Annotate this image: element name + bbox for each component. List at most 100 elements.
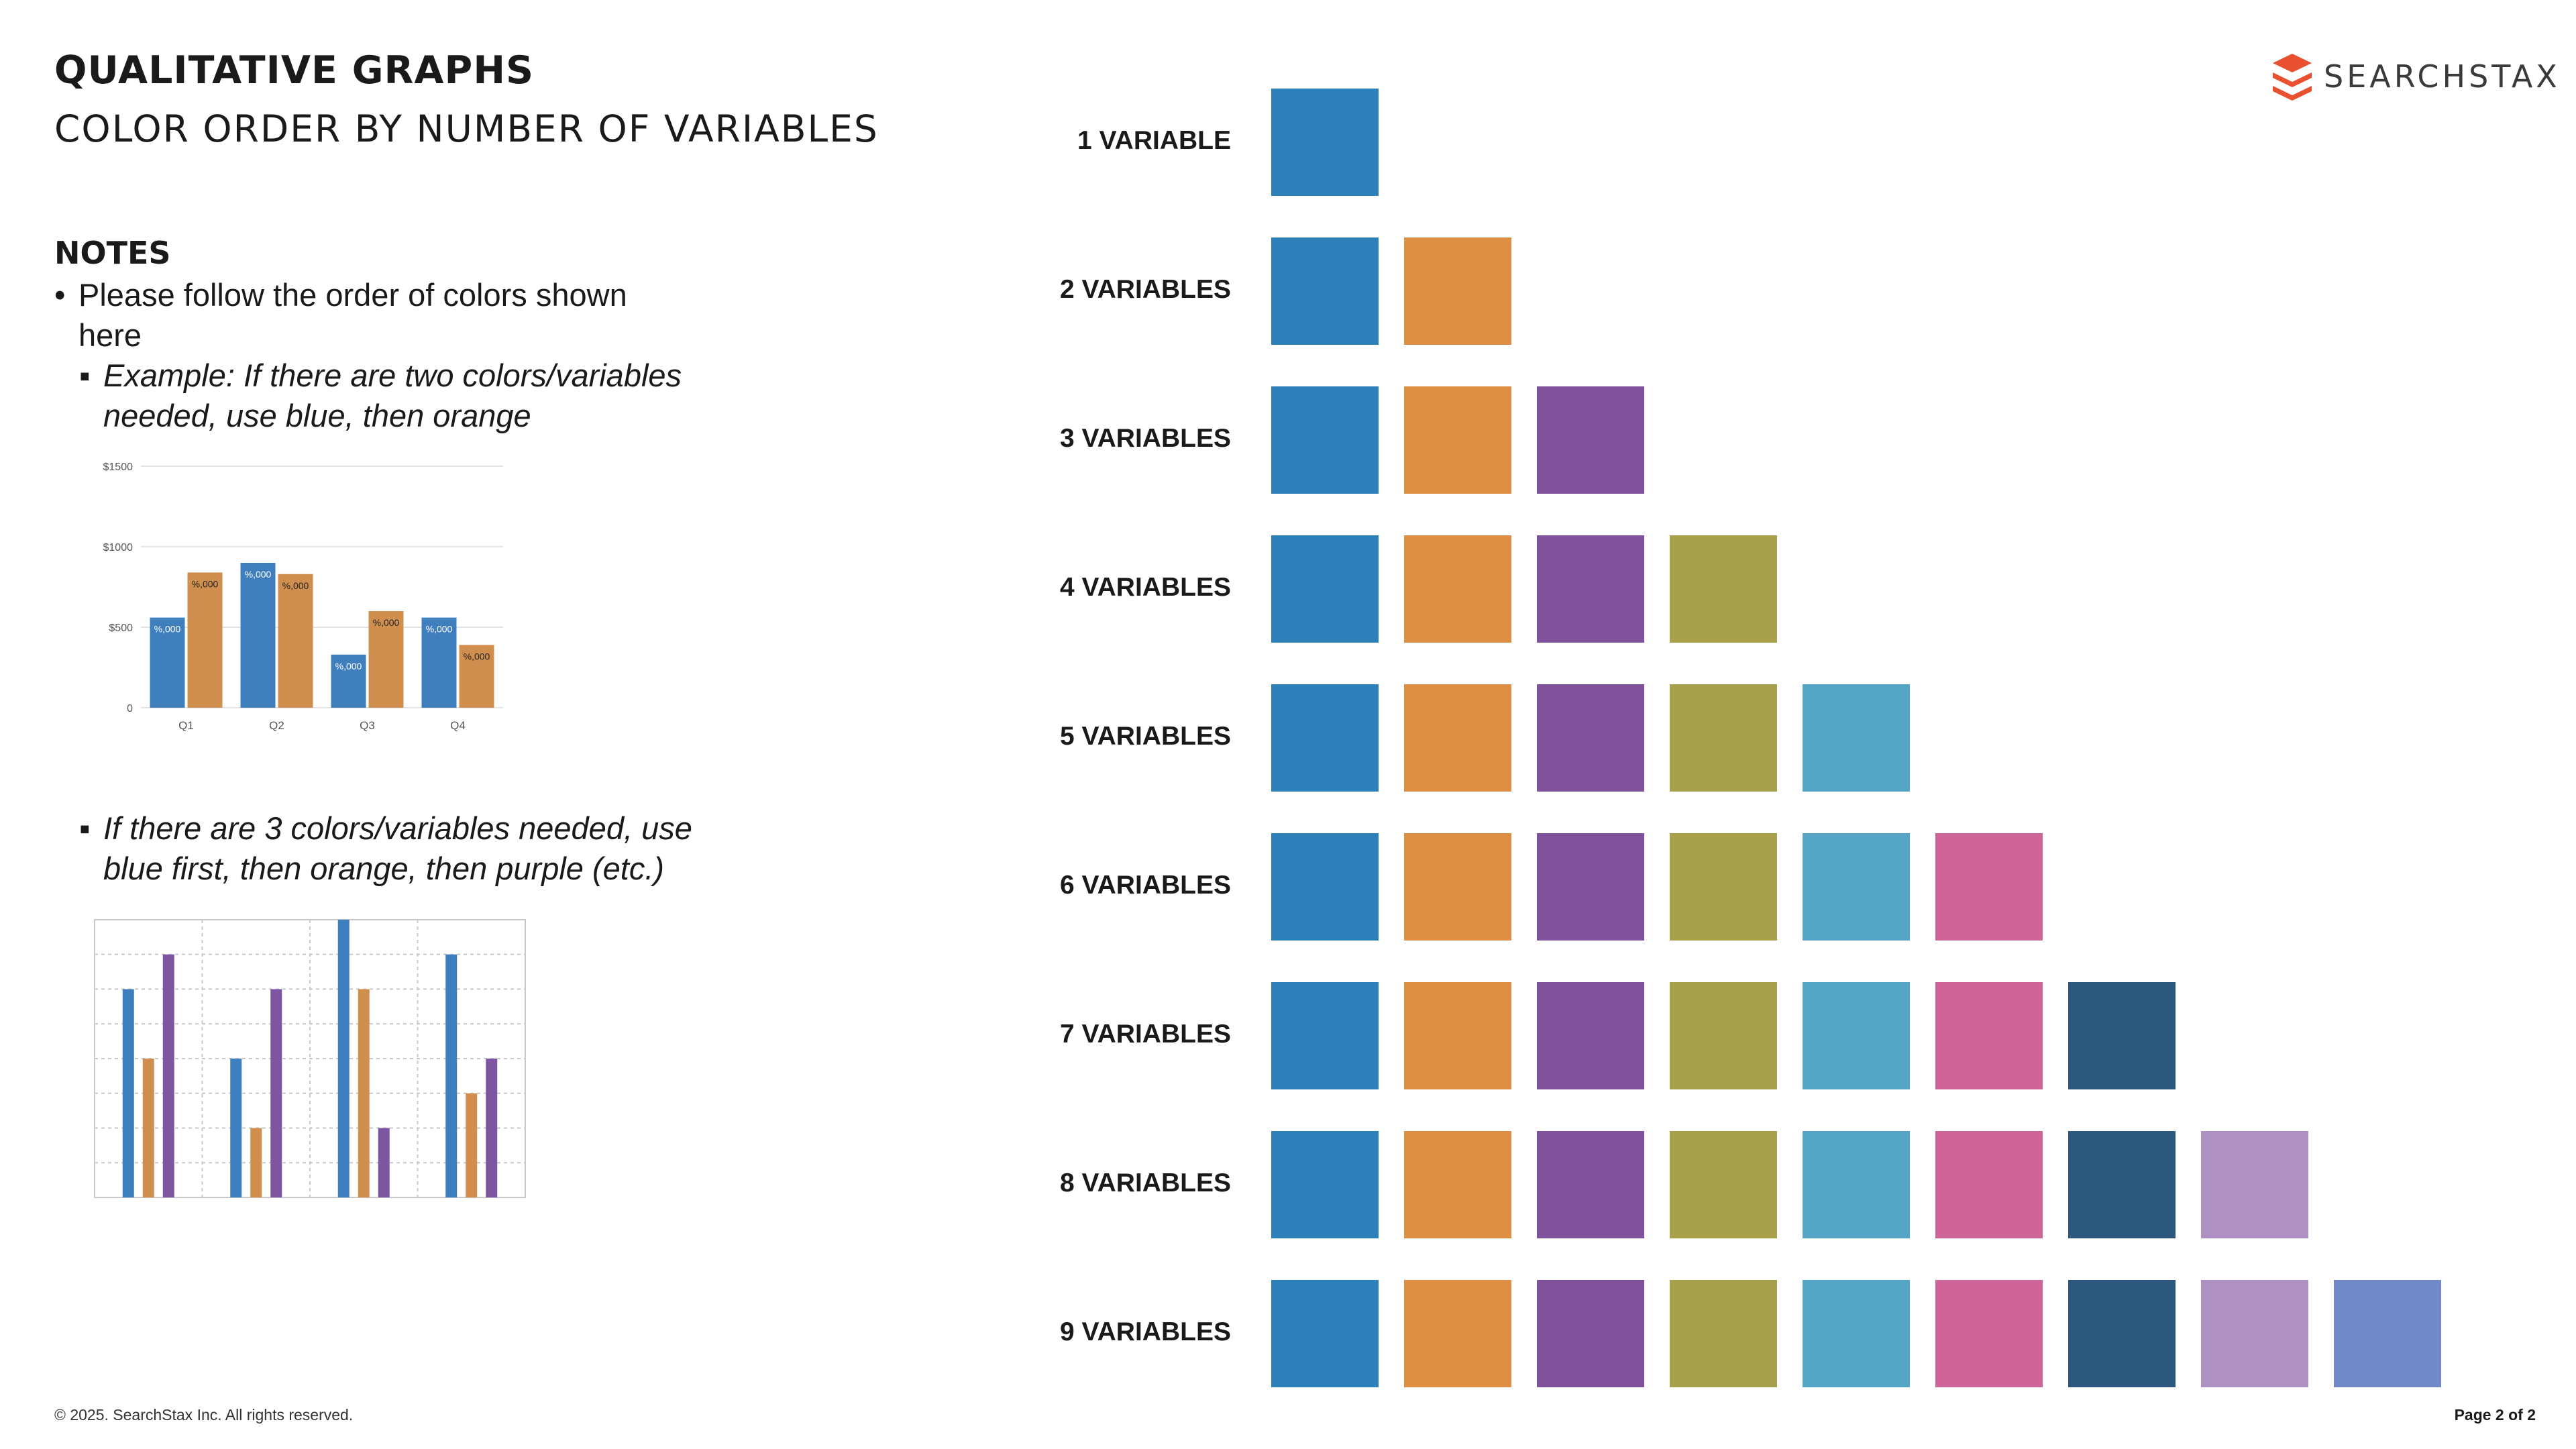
row-label: 8 VARIABLES <box>1060 1169 1231 1197</box>
page-subtitle: COLOR ORDER BY NUMBER OF VARIABLES <box>54 107 879 150</box>
x-tick-label: Q2 <box>269 719 284 732</box>
bar-data-label: %,000 <box>335 661 362 672</box>
color-swatch <box>1670 1280 1777 1387</box>
bar <box>358 989 370 1197</box>
color-swatch <box>1670 684 1777 792</box>
color-swatch <box>2068 1280 2176 1387</box>
color-swatch <box>1803 833 1910 941</box>
note-bullet-3-text: If there are 3 colors/variables needed, … <box>103 810 692 886</box>
color-swatch <box>2201 1280 2308 1387</box>
color-swatch <box>1935 1280 2043 1387</box>
bar <box>445 954 458 1197</box>
color-swatch <box>1404 684 1511 792</box>
row-label: 9 VARIABLES <box>1060 1318 1231 1346</box>
bar-data-label: %,000 <box>154 624 181 635</box>
y-tick-label: $500 <box>109 623 133 634</box>
logo-text: SEARCHSTAX <box>2324 58 2561 95</box>
bar <box>250 1128 262 1197</box>
color-swatch <box>1404 982 1511 1089</box>
color-swatch <box>1404 386 1511 494</box>
color-swatch <box>1404 1131 1511 1238</box>
note-bullet-2: ▪ Example: If there are two colors/varia… <box>79 356 696 436</box>
bullet-square-icon: ▪ <box>79 358 91 393</box>
color-swatch <box>1271 1280 1379 1387</box>
x-tick-label: Q4 <box>450 719 466 732</box>
bar <box>240 563 276 708</box>
bullet-square-icon: ▪ <box>79 810 91 846</box>
y-tick-label: $1500 <box>103 462 133 473</box>
row-label: 3 VARIABLES <box>1060 424 1231 453</box>
color-swatch <box>1537 1280 1644 1387</box>
color-swatch <box>1271 982 1379 1089</box>
x-tick-label: Q1 <box>178 719 194 732</box>
bar-data-label: %,000 <box>426 624 453 635</box>
bar <box>278 574 313 708</box>
color-swatch <box>1670 535 1777 643</box>
bar-data-label: %,000 <box>464 651 490 661</box>
color-swatch <box>1537 982 1644 1089</box>
color-swatch <box>1271 535 1379 643</box>
color-swatch <box>1935 982 2043 1089</box>
bar <box>270 989 282 1197</box>
color-swatch <box>1537 386 1644 494</box>
color-swatch <box>1537 684 1644 792</box>
color-swatch <box>1271 237 1379 345</box>
color-swatch <box>2201 1131 2308 1238</box>
color-swatch <box>1935 833 2043 941</box>
bar-data-label: %,000 <box>192 578 219 589</box>
bar <box>142 1059 154 1197</box>
bar <box>459 645 494 708</box>
bar-data-label: %,000 <box>373 617 400 628</box>
row-label: 5 VARIABLES <box>1060 722 1231 751</box>
row-label: 6 VARIABLES <box>1060 871 1231 900</box>
color-swatch <box>1935 1131 2043 1238</box>
row-label: 7 VARIABLES <box>1060 1020 1231 1049</box>
note-bullet-3: ▪ If there are 3 colors/variables needed… <box>79 808 696 889</box>
color-swatch <box>1803 1131 1910 1238</box>
color-swatch <box>1404 833 1511 941</box>
note-bullet-1: • Please follow the order of colors show… <box>54 275 658 356</box>
color-swatch <box>1803 982 1910 1089</box>
page-title: QUALITATIVE GRAPHS <box>54 48 535 93</box>
color-swatch <box>1670 982 1777 1089</box>
bar-data-label: %,000 <box>282 580 309 591</box>
color-swatch <box>1803 684 1910 792</box>
color-swatch <box>1271 1131 1379 1238</box>
bar <box>466 1093 478 1197</box>
example-chart-three-variables <box>94 919 526 1198</box>
bar <box>122 989 134 1197</box>
notes-heading: NOTES <box>54 235 171 271</box>
color-swatch <box>1271 684 1379 792</box>
color-swatch <box>1537 833 1644 941</box>
bar-data-label: %,000 <box>245 569 272 580</box>
bar <box>337 920 350 1197</box>
x-tick-label: Q3 <box>360 719 375 732</box>
bar <box>378 1128 390 1197</box>
searchstax-logo: SEARCHSTAX <box>2270 52 2561 101</box>
color-swatch <box>1404 237 1511 345</box>
stack-logo-icon <box>2273 54 2312 101</box>
color-swatch <box>1271 833 1379 941</box>
bar <box>486 1059 498 1197</box>
color-swatch <box>2068 982 2176 1089</box>
copyright-text: © 2025. SearchStax Inc. All rights reser… <box>54 1406 354 1424</box>
color-swatch <box>2334 1280 2441 1387</box>
color-swatch <box>1670 1131 1777 1238</box>
color-swatch <box>1271 386 1379 494</box>
bar <box>162 954 174 1197</box>
y-tick-label: 0 <box>127 703 133 714</box>
color-swatch <box>1537 535 1644 643</box>
color-swatch <box>1271 89 1379 196</box>
bar <box>368 611 404 708</box>
row-label: 4 VARIABLES <box>1060 573 1231 602</box>
row-label: 1 VARIABLE <box>1077 126 1231 155</box>
page-number: Page 2 of 2 <box>2454 1406 2536 1424</box>
color-swatch <box>1670 833 1777 941</box>
color-swatch <box>1537 1131 1644 1238</box>
bar <box>187 572 223 708</box>
example-chart-two-variables: 0 $500 $1000 $1500 %,000 %,000 Q1 %,000 %,000 Q2%… <box>103 462 503 732</box>
bullet-dot-icon: • <box>54 277 66 313</box>
color-swatch <box>2068 1131 2176 1238</box>
bar <box>150 617 185 708</box>
bar <box>421 617 457 708</box>
